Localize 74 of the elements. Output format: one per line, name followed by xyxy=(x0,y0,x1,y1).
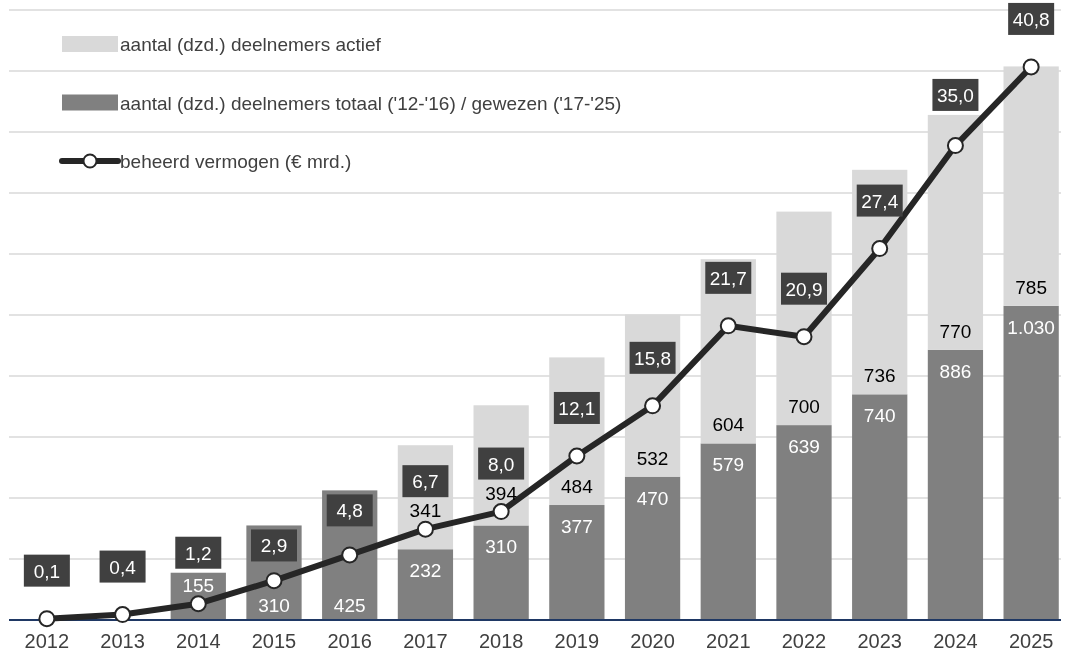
data-label: 770 xyxy=(939,320,972,342)
x-tick-label: 2023 xyxy=(857,630,902,652)
x-tick-label: 2017 xyxy=(403,630,448,652)
x-tick-label: 2016 xyxy=(327,630,372,652)
data-label: 0,4 xyxy=(109,556,137,578)
x-tick-label: 2015 xyxy=(251,630,297,652)
x-tick-label: 2022 xyxy=(781,630,827,652)
point xyxy=(719,317,737,335)
data-label: 40,8 xyxy=(1012,8,1050,30)
point xyxy=(38,610,56,628)
point xyxy=(946,137,964,155)
bar xyxy=(852,394,908,620)
data-label: 2,9 xyxy=(260,535,288,557)
data-label: 4,8 xyxy=(336,500,363,522)
data-label: 736 xyxy=(863,365,896,387)
data-label: 484 xyxy=(561,476,594,498)
x-tick-label: 2014 xyxy=(176,630,221,652)
point xyxy=(265,572,283,590)
bar xyxy=(700,443,756,620)
data-label: 20,9 xyxy=(785,278,823,300)
data-label: 394 xyxy=(485,482,518,504)
legend-label: beheerd vermogen (€ mrd.) xyxy=(120,151,352,172)
x-tick-label: 2019 xyxy=(554,630,600,652)
point xyxy=(871,240,889,258)
x-tick-label: 2020 xyxy=(630,630,675,652)
point xyxy=(114,606,132,624)
x-tick-label: 2013 xyxy=(100,630,145,652)
data-label: 232 xyxy=(409,560,442,582)
point xyxy=(795,328,813,346)
point xyxy=(341,546,359,564)
data-label: 740 xyxy=(863,405,896,427)
bar xyxy=(473,525,529,620)
x-tick-label: 2012 xyxy=(24,630,70,652)
bar xyxy=(1003,305,1059,620)
data-label: 15,8 xyxy=(634,347,672,369)
x-tick-label: 2024 xyxy=(933,630,978,652)
data-label: 12,1 xyxy=(558,397,596,419)
point xyxy=(568,447,586,465)
data-label: 579 xyxy=(712,454,745,476)
data-label: 27,4 xyxy=(861,190,899,212)
point xyxy=(1022,58,1040,76)
data-label: 532 xyxy=(636,447,669,469)
data-label: 470 xyxy=(636,487,669,509)
data-label: 1.030 xyxy=(1007,316,1055,338)
legend-label: aantal (dzd.) deelnemers totaal ('12-'16) / gewezen ('17-'25) xyxy=(120,92,622,114)
data-label: 425 xyxy=(333,595,366,616)
x-tick-label: 2021 xyxy=(706,630,751,652)
point xyxy=(416,520,434,538)
bar xyxy=(549,505,605,620)
bar xyxy=(624,476,681,620)
data-label: 310 xyxy=(485,536,517,558)
data-label: 35,0 xyxy=(936,84,974,106)
data-label: 639 xyxy=(788,436,820,458)
data-label: 6,7 xyxy=(412,471,439,493)
x-tick-label: 2025 xyxy=(1008,630,1054,652)
legend-label: aantal (dzd.) deelnemers actief xyxy=(120,34,382,55)
point xyxy=(492,503,510,521)
data-label: 341 xyxy=(409,500,442,522)
bar xyxy=(927,349,984,620)
data-label: 1,2 xyxy=(185,542,212,564)
bar xyxy=(776,425,832,620)
data-label: 700 xyxy=(788,396,820,418)
x-tick-label: 2018 xyxy=(478,630,524,652)
data-label: 604 xyxy=(712,414,745,436)
bar xyxy=(397,549,454,620)
data-label: 155 xyxy=(182,574,215,596)
point xyxy=(644,397,662,415)
data-label: 785 xyxy=(1015,276,1047,298)
data-label: 8,0 xyxy=(487,453,515,475)
data-label: 886 xyxy=(939,360,972,382)
data-label: 0,1 xyxy=(33,560,61,582)
data-label: 377 xyxy=(561,516,593,538)
data-label: 310 xyxy=(258,595,290,616)
data-label: 21,7 xyxy=(709,267,747,289)
